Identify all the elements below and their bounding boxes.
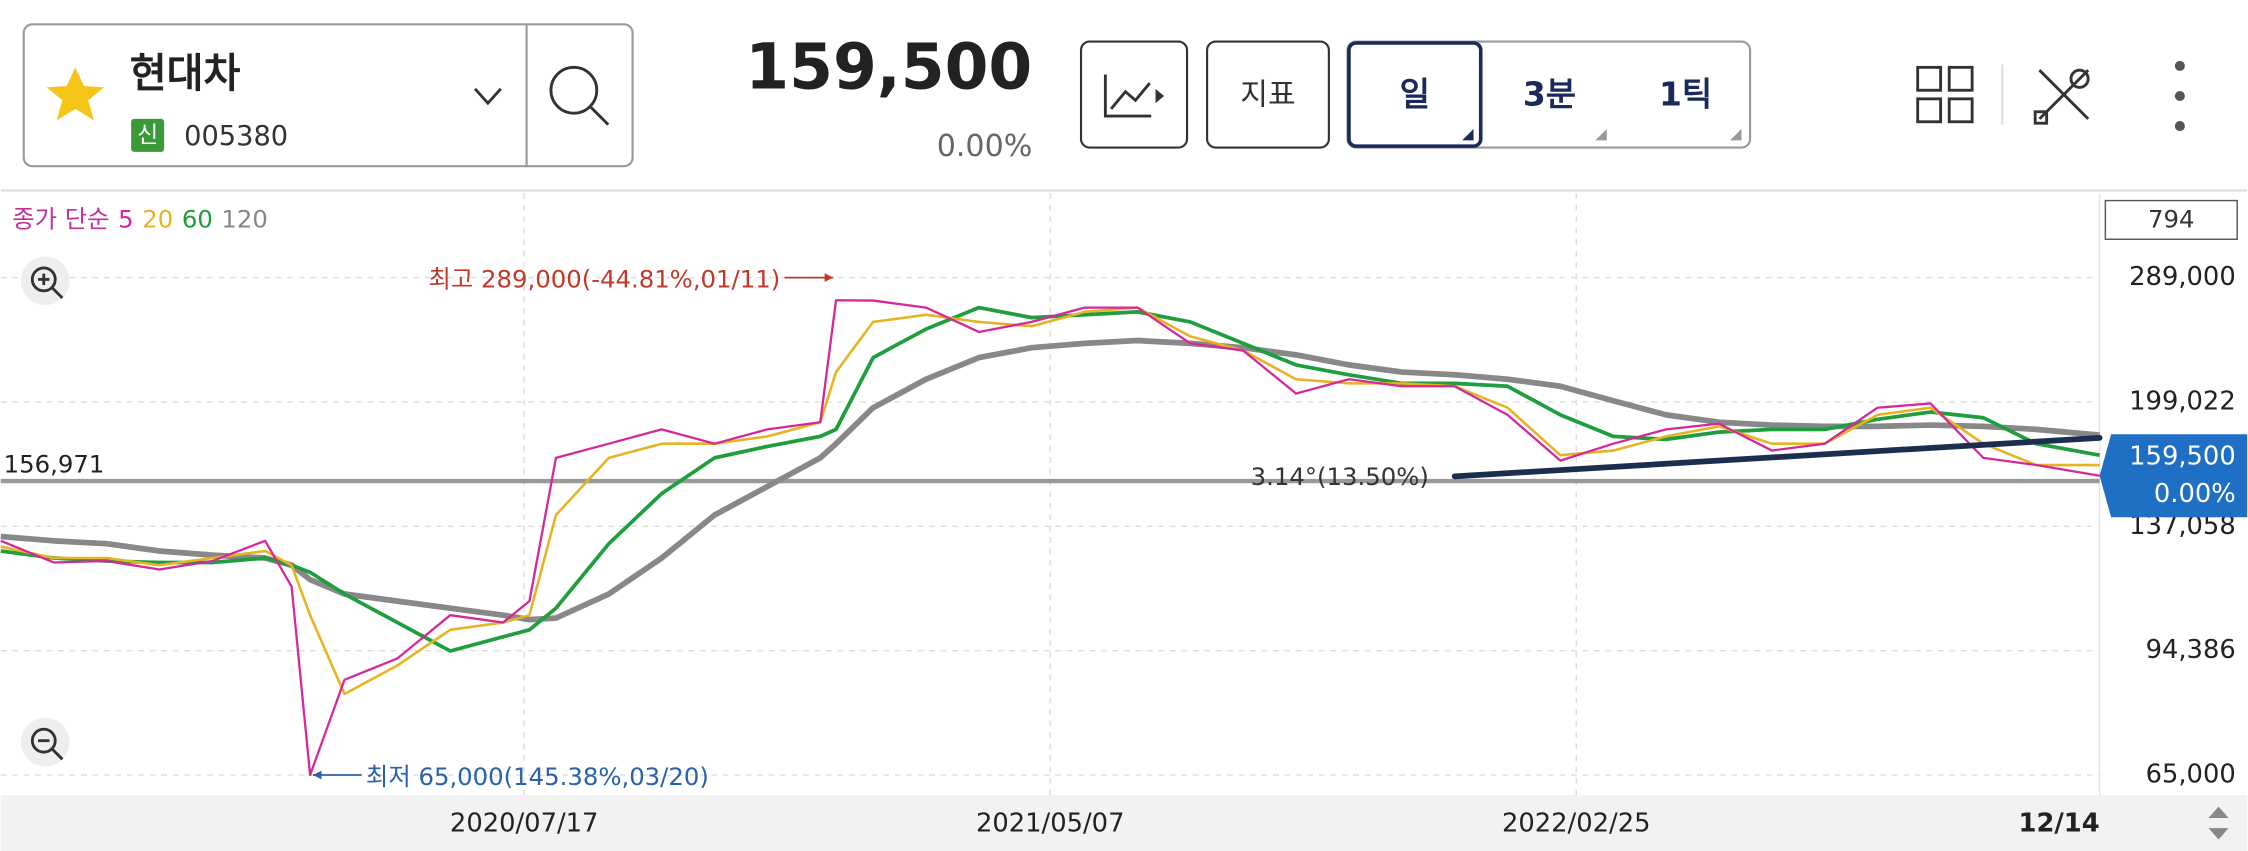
y-tick-label: 199,022 <box>2129 386 2236 416</box>
bar-count-box <box>2104 199 2238 240</box>
period-day-button[interactable] <box>1347 41 1483 148</box>
x-tick-label: 2021/05/07 <box>976 808 1125 838</box>
corner-mark <box>1595 128 1607 141</box>
plot-area: 65,00094,386137,058199,022289,0002020/07… <box>0 193 2236 838</box>
reference-label: 156,971 <box>4 449 105 478</box>
series-line <box>0 299 2100 777</box>
x-axis-bar <box>0 795 2248 851</box>
annotation-text: 최고 289,000(-44.81%,01/11) <box>429 264 781 293</box>
trendline-label: 3.14°(13.50%) <box>1251 462 1429 491</box>
bar-count: 794 <box>2148 205 2194 234</box>
x-tick-label: 2022/02/25 <box>1502 808 1651 838</box>
arrow-head <box>824 273 834 282</box>
layout-icon[interactable] <box>1916 65 1974 124</box>
x-tick-label: 2020/07/17 <box>450 808 599 838</box>
scroll-arrows[interactable] <box>2208 806 2229 840</box>
search-box[interactable] <box>22 23 634 168</box>
price-change: 0.00% <box>937 129 1033 164</box>
stock-name: 현대차 <box>130 51 241 97</box>
annotation-text: 최저 65,000(145.38%,03/20) <box>366 762 709 791</box>
favorite-star[interactable] <box>46 67 104 121</box>
dropdown-chevron[interactable] <box>473 87 502 106</box>
price-tag-change: 0.00% <box>2154 479 2236 509</box>
legend: 종가 단순 5 20 60 120 <box>12 205 268 234</box>
series-line <box>0 306 2100 696</box>
legend-entry: 20 <box>142 205 173 234</box>
more-menu[interactable] <box>2174 60 2185 132</box>
chart-type-button[interactable] <box>1079 40 1189 149</box>
y-tick-label: 289,000 <box>2129 262 2236 292</box>
chart-type-arrow <box>1155 88 1165 104</box>
price-tag-value: 159,500 <box>2129 442 2236 472</box>
current-price: 159,500 <box>745 30 1032 104</box>
y-tick-label: 65,000 <box>2146 760 2236 790</box>
series-line <box>0 337 2100 623</box>
chart-type-icon <box>1103 74 1152 118</box>
trendline <box>1451 434 2103 480</box>
stock-code: 005380 <box>184 121 288 152</box>
y-tick-label: 94,386 <box>2146 635 2236 665</box>
legend-prefix: 종가 단순 <box>12 205 109 234</box>
period-day-label: 일 <box>1400 74 1430 113</box>
period-3min-label: 3분 <box>1523 74 1576 113</box>
legend-entry: 5 <box>118 205 134 234</box>
indicator-label: 지표 <box>1240 77 1295 112</box>
badge <box>131 118 165 152</box>
legend-entry: 60 <box>182 205 213 234</box>
corner-mark <box>1730 128 1742 141</box>
zoom-in[interactable] <box>20 256 70 306</box>
badge-text: 신 <box>137 123 158 149</box>
legend-entry: 120 <box>221 205 267 234</box>
period-tick-label: 1틱 <box>1659 74 1712 113</box>
price-tag <box>2099 434 2248 518</box>
arrow-head <box>312 770 322 780</box>
tools-icon[interactable] <box>2033 68 2090 125</box>
x-tick-label: 12/14 <box>2019 808 2100 838</box>
indicator-button[interactable] <box>1206 40 1330 149</box>
search-icon[interactable] <box>549 65 610 126</box>
zoom-out[interactable] <box>20 717 70 767</box>
